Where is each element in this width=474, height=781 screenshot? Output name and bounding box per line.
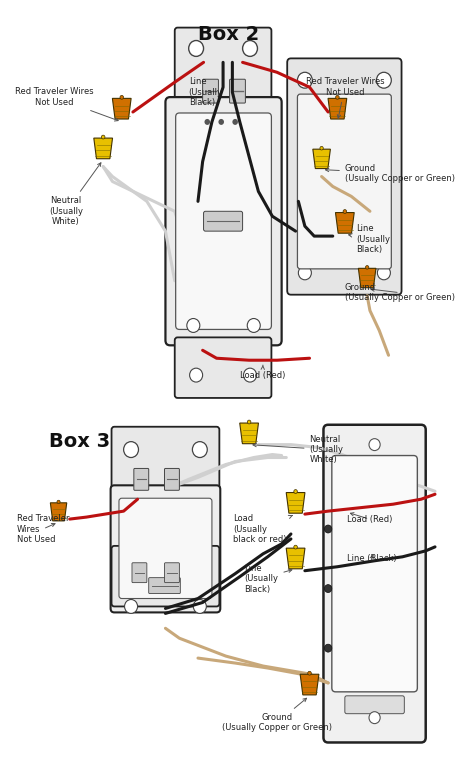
Circle shape — [247, 420, 251, 424]
Polygon shape — [286, 493, 305, 513]
Polygon shape — [358, 269, 376, 287]
Circle shape — [232, 119, 238, 125]
Circle shape — [324, 644, 332, 652]
Circle shape — [308, 672, 311, 675]
Polygon shape — [313, 149, 330, 169]
Circle shape — [125, 600, 137, 613]
FancyBboxPatch shape — [323, 425, 426, 743]
Circle shape — [365, 266, 369, 269]
Circle shape — [247, 319, 260, 333]
FancyBboxPatch shape — [229, 79, 246, 103]
Text: Red Traveler Wires
Not Used: Red Traveler Wires Not Used — [15, 87, 118, 121]
Circle shape — [369, 711, 380, 724]
Circle shape — [193, 600, 206, 613]
FancyBboxPatch shape — [119, 498, 212, 598]
Text: Box 3: Box 3 — [49, 432, 110, 451]
Polygon shape — [286, 548, 305, 569]
Text: Neutral
(Usually
White): Neutral (Usually White) — [253, 435, 344, 465]
Polygon shape — [328, 98, 347, 119]
Circle shape — [190, 368, 202, 382]
Text: Line (Black): Line (Black) — [346, 555, 396, 563]
FancyBboxPatch shape — [287, 59, 401, 294]
Circle shape — [294, 545, 297, 549]
FancyBboxPatch shape — [110, 485, 220, 612]
FancyBboxPatch shape — [298, 95, 392, 269]
Circle shape — [204, 119, 210, 125]
FancyBboxPatch shape — [164, 469, 179, 490]
Circle shape — [219, 119, 224, 125]
Circle shape — [57, 501, 60, 504]
Circle shape — [324, 525, 332, 533]
Text: Red Traveler
Wires
Not Used: Red Traveler Wires Not Used — [17, 514, 69, 544]
Circle shape — [320, 146, 323, 150]
Text: Ground
(Usually Copper or Green): Ground (Usually Copper or Green) — [345, 283, 455, 302]
Text: Box 2: Box 2 — [198, 25, 259, 44]
Polygon shape — [336, 212, 354, 234]
Circle shape — [189, 41, 203, 56]
Text: Load (Red): Load (Red) — [346, 512, 392, 523]
Text: Red Traveler Wires
Not Used: Red Traveler Wires Not Used — [306, 77, 384, 118]
FancyBboxPatch shape — [149, 578, 180, 594]
FancyBboxPatch shape — [111, 546, 219, 607]
FancyBboxPatch shape — [165, 97, 282, 345]
Text: Load (Red): Load (Red) — [240, 365, 285, 380]
Circle shape — [192, 441, 207, 458]
Circle shape — [187, 319, 200, 333]
Circle shape — [298, 266, 311, 280]
Circle shape — [120, 95, 124, 99]
FancyBboxPatch shape — [203, 212, 243, 231]
Circle shape — [377, 266, 391, 280]
Circle shape — [369, 439, 380, 451]
Polygon shape — [300, 674, 319, 695]
Circle shape — [298, 73, 312, 88]
FancyBboxPatch shape — [132, 563, 147, 583]
Text: Line
(Usually
Black): Line (Usually Black) — [189, 77, 223, 107]
Text: Neutral
(Usually
White): Neutral (Usually White) — [49, 162, 101, 226]
Circle shape — [101, 135, 105, 139]
Text: Ground
(Usually Copper or Green): Ground (Usually Copper or Green) — [222, 698, 332, 733]
Circle shape — [336, 95, 339, 99]
FancyBboxPatch shape — [332, 455, 417, 692]
FancyBboxPatch shape — [176, 113, 272, 330]
FancyBboxPatch shape — [345, 696, 404, 714]
Polygon shape — [112, 98, 131, 119]
Circle shape — [124, 441, 138, 458]
Polygon shape — [94, 138, 112, 159]
Circle shape — [294, 490, 297, 494]
FancyBboxPatch shape — [175, 337, 272, 398]
Text: Line
(Usually
Black): Line (Usually Black) — [245, 564, 292, 594]
FancyBboxPatch shape — [164, 563, 179, 583]
FancyBboxPatch shape — [134, 469, 149, 490]
Polygon shape — [50, 503, 67, 521]
Circle shape — [244, 368, 256, 382]
Text: Line
(Usually
Black): Line (Usually Black) — [349, 224, 390, 254]
Polygon shape — [240, 423, 258, 444]
Circle shape — [324, 585, 332, 593]
Text: Load
(Usually
black or red): Load (Usually black or red) — [233, 514, 292, 544]
Circle shape — [376, 73, 392, 88]
Text: Ground
(Usually Copper or Green): Ground (Usually Copper or Green) — [326, 164, 455, 184]
FancyBboxPatch shape — [111, 426, 219, 497]
FancyBboxPatch shape — [202, 79, 219, 103]
Circle shape — [343, 209, 346, 213]
Circle shape — [243, 41, 257, 56]
FancyBboxPatch shape — [175, 27, 272, 111]
